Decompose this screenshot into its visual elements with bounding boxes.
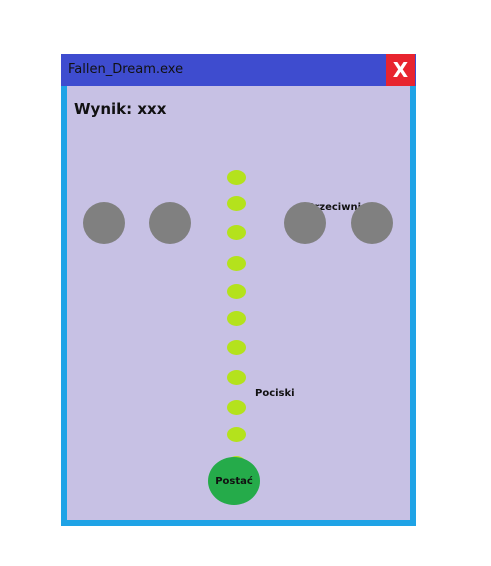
score-display: Wynik: xxx: [74, 100, 167, 118]
enemies-label: Przeciwnicy: [307, 202, 374, 213]
game-area[interactable]: Wynik: xxx Przeciwnicy Pociski Postać: [67, 86, 410, 520]
close-button[interactable]: X: [386, 54, 415, 86]
enemy: [149, 202, 191, 244]
title-bar[interactable]: Fallen_Dream.exe X: [61, 54, 416, 86]
bullet: [227, 225, 246, 240]
player-character[interactable]: Postać: [208, 457, 260, 505]
bullet: [227, 256, 246, 271]
bullet: [227, 400, 246, 415]
game-window: Fallen_Dream.exe X Wynik: xxx Przeciwnic…: [61, 54, 416, 526]
bullet: [227, 340, 246, 355]
bullet: [227, 284, 246, 299]
window-title: Fallen_Dream.exe: [68, 62, 184, 77]
enemy: [284, 202, 326, 244]
bullets-label: Pociski: [255, 388, 295, 399]
bullet: [227, 427, 246, 442]
enemy: [351, 202, 393, 244]
bullet: [227, 170, 246, 185]
bullet: [227, 311, 246, 326]
bullet: [227, 196, 246, 211]
enemy: [83, 202, 125, 244]
bullet: [227, 370, 246, 385]
player-label: Postać: [215, 475, 253, 487]
